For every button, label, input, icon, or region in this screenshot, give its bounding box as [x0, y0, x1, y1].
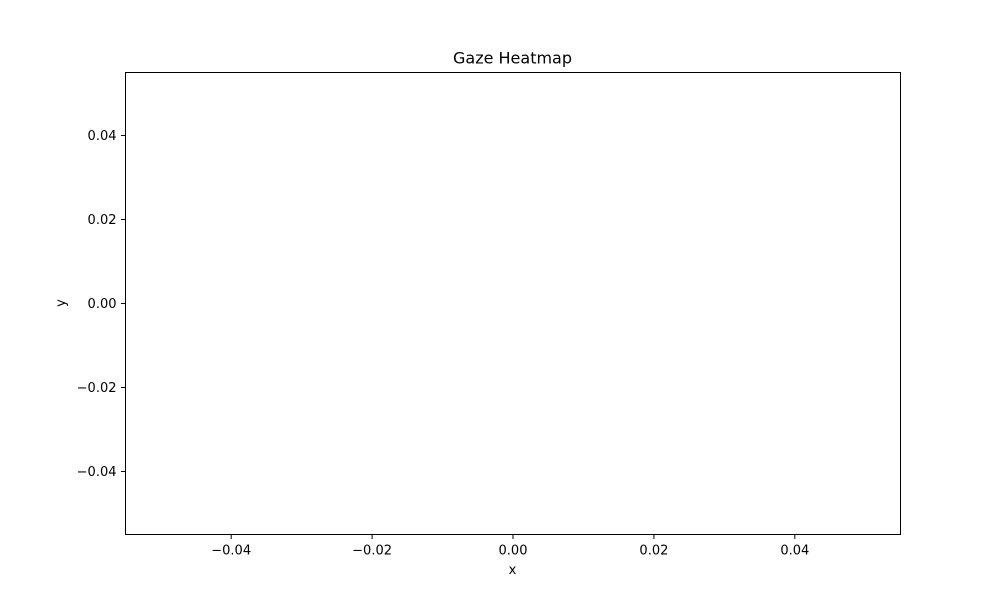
y-tick-label: −0.02: [77, 381, 117, 396]
x-tick-label: 0.02: [639, 544, 668, 559]
x-tick-label: 0.04: [780, 544, 809, 559]
y-tick-label: 0.02: [88, 213, 117, 228]
y-axis-label: y: [54, 299, 69, 307]
y-tick-label: 0.04: [88, 129, 117, 144]
x-axis: −0.04 −0.02 0.00 0.02 0.04: [211, 534, 809, 559]
y-axis: −0.04 −0.02 0.00 0.02 0.04: [77, 129, 126, 480]
chart-title: Gaze Heatmap: [453, 49, 572, 68]
x-tick-label: −0.04: [211, 544, 251, 559]
x-axis-label: x: [509, 563, 517, 578]
x-tick-label: 0.00: [499, 544, 528, 559]
y-tick-label: 0.00: [88, 297, 117, 312]
x-tick-label: −0.02: [352, 544, 392, 559]
y-tick-label: −0.04: [77, 465, 117, 480]
plot-area: [125, 72, 901, 535]
